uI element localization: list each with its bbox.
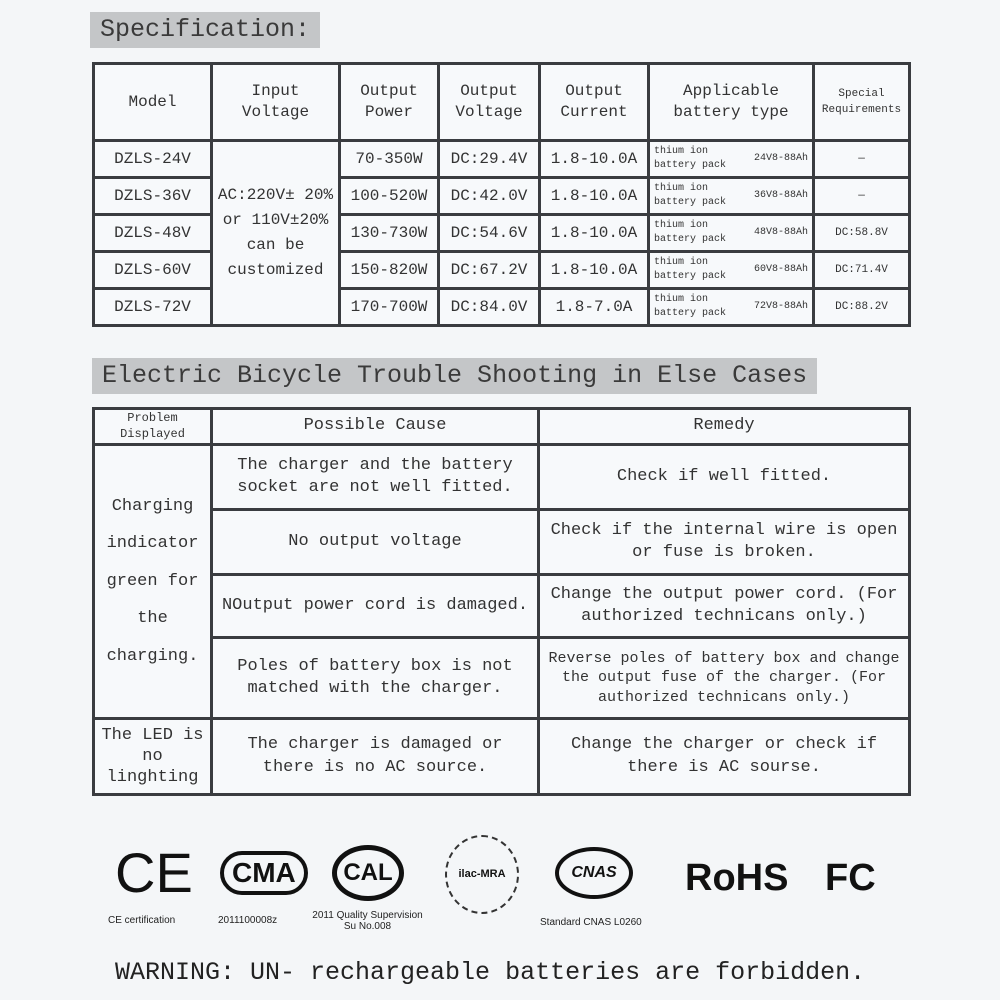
output-voltage-cell: DC:54.6V [437,213,541,253]
battery-capacity: 60V8-88Ah [753,264,808,275]
header-cause: Possible Cause [210,407,540,446]
model-cell: DZLS-72V [92,287,213,327]
battery-capacity: 24V8-88Ah [753,153,808,164]
special-cell: — [812,139,911,179]
ce-caption: CE certification [108,915,176,926]
cause-cell: The charger and the battery socket are n… [210,443,540,511]
header-remedy: Remedy [537,407,911,446]
trouble-row: Charging indicator green for the chargin… [92,443,911,720]
cal-caption: 2011 Quality Supervision Su No.008 [312,910,423,932]
certification-logos: CE CE certification CMA 2011100008z CAL … [100,835,900,945]
output-current-cell: 1.8-10.0A [538,176,650,216]
output-power-cell: 170-700W [338,287,440,327]
cma-logo: CMA [220,851,308,895]
header-problem: Problem Displayed [92,407,213,446]
output-current-cell: 1.8-10.0A [538,213,650,253]
output-voltage-cell: DC:29.4V [437,139,541,179]
spec-title: Specification: [90,12,321,48]
battery-type-cell: thium ion battery pack 72V8-88Ah [647,287,815,327]
output-current-cell: 1.8-10.0A [538,250,650,290]
remedy-cell: Check if the internal wire is open or fu… [537,508,911,576]
header-output-voltage: Output Voltage [437,62,541,142]
cause-cell: No output voltage [210,508,540,576]
warning-text: WARNING: UN- rechargeable batteries are … [115,958,866,987]
header-output-power: Output Power [338,62,440,142]
spec-row: DZLS-48V 130-730W DC:54.6V 1.8-10.0A thium i… [92,213,911,253]
trouble-row: The LED is no linghting The charger is da… [92,717,911,796]
spec-row: DZLS-72V 170-700W DC:84.0V 1.8-7.0A thium io… [92,287,911,327]
cnas-caption: Standard CNAS L0260 [540,917,642,928]
battery-type-cell: thium ion battery pack 24V8-88Ah [647,139,815,179]
trouble-row: NOutput power cord is damaged. Change the… [94,573,911,639]
ce-logo: CE [115,841,193,904]
battery-type-cell: thium ion battery pack 36V8-88Ah [647,176,815,216]
spec-row: DZLS-36V 100-520W DC:42.0V 1.8-10.0A thium i… [92,176,911,216]
spec-row: DZLS-24V AC:220V± 20% or 110V±20% can be … [92,139,911,327]
model-cell: DZLS-24V [92,139,213,179]
special-cell: — [812,176,911,216]
problem-cell: Charging indicator green for the chargin… [92,443,213,720]
battery-type-text: thium ion battery pack [654,294,727,319]
trouble-row: Poles of battery box is not matched with… [94,636,911,720]
output-voltage-cell: DC:67.2V [437,250,541,290]
header-input-voltage: Input Voltage [210,62,341,142]
special-cell: DC:58.8V [812,213,911,253]
output-power-cell: 150-820W [338,250,440,290]
remedy-cell: Reverse poles of battery box and change … [537,636,911,720]
battery-capacity: 72V8-88Ah [753,301,808,312]
output-power-cell: 130-730W [338,213,440,253]
ilac-mra-logo: ilac-MRA [445,835,519,914]
output-power-cell: 70-350W [338,139,440,179]
remedy-cell: Change the charger or check if there is … [537,717,911,796]
specification-table: Model Input Voltage Output Power Output … [92,62,911,327]
battery-type-text: thium ion battery pack [654,220,727,245]
special-cell: DC:88.2V [812,287,911,327]
output-voltage-cell: DC:84.0V [437,287,541,327]
output-voltage-cell: DC:42.0V [437,176,541,216]
spec-row: DZLS-60V 150-820W DC:67.2V 1.8-10.0A thium i… [92,250,911,290]
cnas-logo: CNAS [555,847,633,899]
input-voltage-cell: AC:220V± 20% or 110V±20% can be customiz… [210,139,341,327]
cal-logo: CAL [332,845,404,901]
trouble-title: Electric Bicycle Trouble Shooting in Els… [92,358,818,394]
cause-cell: NOutput power cord is damaged. [210,573,540,639]
rohs-logo: RoHS [685,857,789,899]
remedy-cell: Change the output power cord. (For autho… [537,573,911,639]
special-cell: DC:71.4V [812,250,911,290]
trouble-row: No output voltage Check if the internal w… [94,508,911,576]
battery-capacity: 36V8-88Ah [753,190,808,201]
battery-type-text: thium ion battery pack [654,257,727,282]
problem-cell: The LED is no linghting [92,717,213,796]
fcc-logo: FC [825,857,876,899]
battery-capacity: 48V8-88Ah [753,227,808,238]
cma-caption: 2011100008z [218,915,278,926]
output-current-cell: 1.8-7.0A [538,287,650,327]
cause-cell: Poles of battery box is not matched with… [210,636,540,720]
battery-type-text: thium ion battery pack [654,146,727,171]
remedy-cell: Check if well fitted. [537,443,911,511]
spec-header-row: Model Input Voltage Output Power Output … [92,62,911,142]
battery-type-cell: thium ion battery pack 60V8-88Ah [647,250,815,290]
output-power-cell: 100-520W [338,176,440,216]
cause-cell: The charger is damaged or there is no AC… [210,717,540,796]
header-model: Model [92,62,213,142]
header-battery-type: Applicable battery type [647,62,815,142]
model-cell: DZLS-36V [92,176,213,216]
model-cell: DZLS-60V [92,250,213,290]
output-current-cell: 1.8-10.0A [538,139,650,179]
battery-type-cell: thium ion battery pack 48V8-88Ah [647,213,815,253]
header-special: Special Requirements [812,62,911,142]
trouble-header-row: Problem Displayed Possible Cause Remedy [92,407,911,446]
trouble-table: Problem Displayed Possible Cause Remedy … [92,407,911,796]
model-cell: DZLS-48V [92,213,213,253]
header-output-current: Output Current [538,62,650,142]
battery-type-text: thium ion battery pack [654,183,727,208]
